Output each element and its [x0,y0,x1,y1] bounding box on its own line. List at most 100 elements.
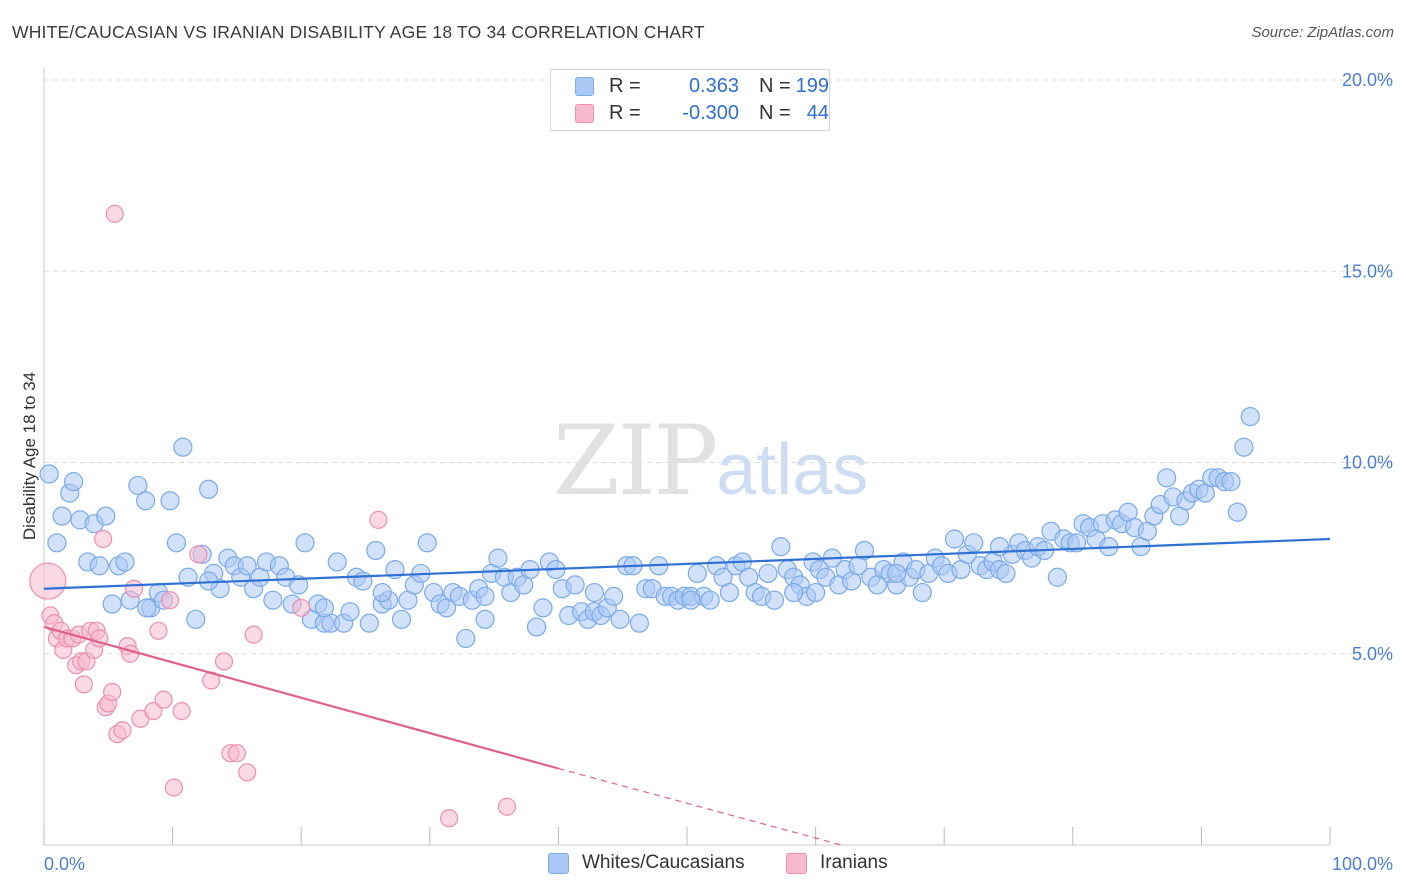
data-point-whites [135,491,156,511]
watermark-atlas: atlas [716,430,869,510]
legend-swatch-blue [575,77,594,96]
data-point-iranians [292,598,311,617]
data-point-whites [687,563,707,584]
data-point-whites [996,563,1016,584]
data-point-whites [115,552,135,572]
data-point-whites [137,598,157,618]
data-point-whites [52,506,72,526]
data-point-whites [289,575,309,595]
data-point-iranians [439,809,459,828]
data-point-iranians [124,579,144,598]
data-point-whites [604,586,624,606]
data-point-whites [456,628,476,649]
data-point-whites [758,563,778,584]
data-point-whites [39,464,59,484]
data-point-whites [1234,437,1254,457]
data-point-iranians [154,690,173,709]
data-point-whites [784,582,804,603]
trend-line-whites [43,537,1331,590]
data-point-whites [700,590,720,610]
trend-line-iranians-extension [558,767,842,846]
legend-r-value: 0.363 [688,75,739,97]
data-point-whites [719,582,740,603]
x-tick-label: 100.0% [1332,854,1393,874]
x-tick-label: 0.0% [44,854,85,874]
legend-label-whites: Whites/Caucasians [582,852,745,873]
data-point-iranians [94,529,113,549]
legend-swatch-blue [548,853,569,874]
trend-lines [43,537,1331,846]
data-point-whites [533,598,553,618]
data-point-whites [629,613,650,633]
data-point-whites [102,594,122,614]
data-point-whites [314,598,334,618]
data-point-iranians [160,591,180,610]
y-tick-label: 10.0% [1342,453,1393,473]
legend-r-label: R = [609,75,641,97]
legend-n-value: 44 [806,102,829,124]
data-point-iranians [227,744,246,763]
legend-label-iranians: Iranians [820,852,888,873]
data-point-iranians [29,562,67,600]
data-point-whites [610,609,630,629]
data-point-whites [912,582,932,603]
y-tick-label: 20.0% [1342,70,1393,90]
data-point-iranians [164,778,183,797]
legend-n-value: 199 [795,75,829,97]
data-point-iranians [121,644,140,663]
tick-labels: 5.0% 10.0% 15.0% 20.0% 0.0% 100.0% [44,70,1393,874]
correlation-legend: R = 0.363 N = 199 R = -0.300 N = 44 [550,69,830,131]
data-point-whites [764,590,785,610]
data-point-whites [805,582,826,603]
legend-swatch-pink [786,853,807,874]
data-point-whites [475,586,495,606]
data-point-whites [964,533,984,553]
chart-title: WHITE/CAUCASIAN VS IRANIAN DISABILITY AG… [12,22,705,42]
data-point-iranians [369,510,388,529]
y-tick-label: 5.0% [1352,644,1393,664]
data-point-whites [1047,567,1067,587]
data-point-iranians [105,204,124,223]
data-point-whites [178,567,198,587]
data-point-whites [173,437,193,457]
data-point-iranians [113,721,132,740]
data-point-whites [1227,502,1248,522]
data-point-whites [417,533,437,553]
data-point-whites [237,556,257,576]
watermark: ZIPatlas [553,405,868,517]
data-point-whites [584,582,605,603]
data-point-whites [372,582,392,603]
data-point-whites [565,575,585,595]
data-point-whites [166,533,187,553]
data-point-whites [128,475,148,496]
data-point-iranians [244,625,263,644]
data-point-whites [1157,468,1177,488]
data-point-whites [366,540,386,561]
data-point-whites [1067,533,1087,553]
data-point-whites [186,609,206,629]
data-point-whites [681,590,701,610]
data-point-whites [96,506,116,526]
data-point-whites [353,571,373,591]
axes [43,68,1331,846]
data-point-iranians [189,545,208,564]
data-point-whites [854,540,875,561]
trend-line-iranians [43,625,559,770]
legend-r-value: -0.300 [682,102,739,124]
data-point-iranians [103,682,122,702]
data-point-whites [1240,407,1260,427]
data-point-iranians [214,652,234,671]
data-point-whites [944,529,965,549]
legend-n-label: N = [759,102,791,124]
data-point-whites [295,533,315,553]
data-point-whites [771,537,791,557]
data-point-whites [340,602,360,622]
data-point-whites [160,491,180,511]
data-point-iranians [172,702,191,721]
legend-swatch-pink [575,104,594,123]
data-point-whites [526,617,547,637]
data-point-whites [391,609,412,629]
data-point-whites [475,609,495,629]
data-point-iranians [149,621,168,640]
